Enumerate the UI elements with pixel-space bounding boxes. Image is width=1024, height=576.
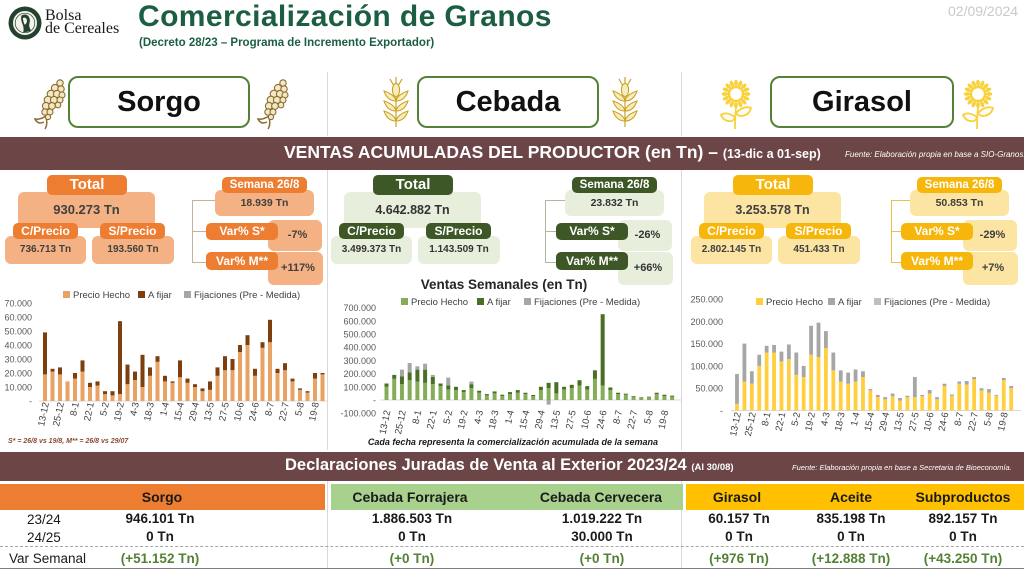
svg-text:200.000: 200.000	[343, 369, 376, 379]
svg-text:10.000: 10.000	[4, 383, 32, 393]
svg-text:1-4: 1-4	[849, 411, 863, 427]
svg-text:40.000: 40.000	[4, 341, 32, 351]
svg-text:18-3: 18-3	[142, 401, 157, 422]
svg-text:29-4: 29-4	[877, 411, 892, 432]
svg-text:200.000: 200.000	[690, 317, 723, 327]
svg-text:500.000: 500.000	[343, 330, 376, 340]
svg-text:13-5: 13-5	[202, 401, 217, 422]
svg-text:25-12: 25-12	[743, 411, 759, 437]
svg-text:300.000: 300.000	[343, 356, 376, 366]
svg-text:19-8: 19-8	[307, 401, 322, 422]
svg-text:24-6: 24-6	[595, 409, 610, 430]
svg-text:5-2: 5-2	[98, 401, 112, 417]
svg-text:25-12: 25-12	[51, 401, 67, 427]
svg-text:4-3: 4-3	[128, 401, 142, 417]
svg-text:18-3: 18-3	[833, 411, 848, 432]
svg-text:19-8: 19-8	[996, 411, 1011, 432]
svg-text:15-4: 15-4	[863, 411, 878, 432]
svg-text:5-8: 5-8	[982, 411, 996, 427]
svg-text:4-3: 4-3	[819, 411, 833, 427]
svg-text:5-2: 5-2	[442, 409, 456, 425]
svg-text:8-1: 8-1	[68, 401, 82, 417]
svg-text:A fijar: A fijar	[838, 297, 862, 308]
svg-text:600.000: 600.000	[343, 316, 376, 326]
svg-text:400.000: 400.000	[343, 343, 376, 353]
svg-text:22-1: 22-1	[82, 401, 97, 422]
svg-text:22-7: 22-7	[277, 401, 292, 422]
svg-text:100.000: 100.000	[343, 382, 376, 392]
svg-text:22-1: 22-1	[425, 409, 440, 430]
svg-text:8-1: 8-1	[760, 411, 774, 427]
svg-text:24-6: 24-6	[937, 411, 952, 432]
svg-text:Fijaciones (Pre - Medida): Fijaciones (Pre - Medida)	[884, 297, 990, 308]
svg-text:50.000: 50.000	[4, 327, 32, 337]
svg-text:Precio Hecho: Precio Hecho	[766, 297, 823, 308]
svg-text:29-4: 29-4	[187, 401, 202, 422]
svg-text:150.000: 150.000	[690, 339, 723, 349]
svg-text:4-3: 4-3	[472, 409, 486, 425]
svg-text:15-4: 15-4	[172, 401, 187, 422]
svg-text:Fijaciones (Pre - Medida): Fijaciones (Pre - Medida)	[194, 290, 300, 301]
svg-text:30.000: 30.000	[4, 355, 32, 365]
svg-text:70.000: 70.000	[4, 299, 32, 309]
svg-text:18-3: 18-3	[487, 409, 502, 430]
svg-text:-: -	[29, 397, 32, 407]
svg-text:1-4: 1-4	[503, 409, 517, 425]
svg-text:29-4: 29-4	[533, 409, 548, 430]
svg-text:10-6: 10-6	[232, 401, 247, 422]
svg-text:5-8: 5-8	[642, 409, 656, 425]
svg-text:700.000: 700.000	[343, 303, 376, 313]
svg-text:27-5: 27-5	[564, 409, 579, 430]
svg-text:60.000: 60.000	[4, 313, 32, 323]
svg-text:13-12: 13-12	[36, 401, 52, 427]
svg-text:1-4: 1-4	[158, 401, 172, 417]
svg-text:8-1: 8-1	[411, 409, 425, 425]
svg-text:-: -	[720, 406, 723, 416]
svg-text:20.000: 20.000	[4, 369, 32, 379]
svg-text:8-7: 8-7	[611, 409, 625, 425]
svg-text:250.000: 250.000	[690, 295, 723, 305]
svg-text:13-12: 13-12	[728, 411, 744, 437]
svg-text:27-5: 27-5	[907, 411, 922, 432]
svg-text:25-12: 25-12	[393, 409, 409, 435]
svg-text:Precio Hecho: Precio Hecho	[73, 290, 130, 301]
svg-text:5-8: 5-8	[293, 401, 307, 417]
svg-text:10-6: 10-6	[579, 409, 594, 430]
svg-text:Precio Hecho: Precio Hecho	[411, 297, 468, 308]
svg-text:22-7: 22-7	[966, 411, 981, 432]
svg-text:A fijar: A fijar	[487, 297, 511, 308]
svg-text:100.000: 100.000	[690, 361, 723, 371]
svg-text:19-8: 19-8	[657, 409, 672, 430]
svg-text:27-5: 27-5	[217, 401, 232, 422]
svg-text:5-2: 5-2	[790, 411, 804, 427]
svg-text:8-7: 8-7	[953, 411, 967, 427]
svg-text:Fijaciones (Pre - Medida): Fijaciones (Pre - Medida)	[534, 297, 640, 308]
svg-text:13-5: 13-5	[892, 411, 907, 432]
svg-text:22-1: 22-1	[774, 411, 789, 432]
svg-text:-: -	[373, 396, 376, 406]
svg-text:15-4: 15-4	[518, 409, 533, 430]
svg-text:13-5: 13-5	[549, 409, 564, 430]
svg-text:19-2: 19-2	[456, 409, 471, 430]
svg-text:13-12: 13-12	[378, 409, 394, 435]
svg-text:8-7: 8-7	[263, 401, 277, 417]
svg-text:24-6: 24-6	[247, 401, 262, 422]
svg-text:A fijar: A fijar	[148, 290, 172, 301]
svg-text:22-7: 22-7	[626, 409, 641, 430]
svg-text:19-2: 19-2	[112, 401, 127, 422]
svg-text:-100.000: -100.000	[340, 409, 376, 419]
svg-text:10-6: 10-6	[922, 411, 937, 432]
svg-text:19-2: 19-2	[803, 411, 818, 432]
svg-text:50.000: 50.000	[695, 384, 723, 394]
